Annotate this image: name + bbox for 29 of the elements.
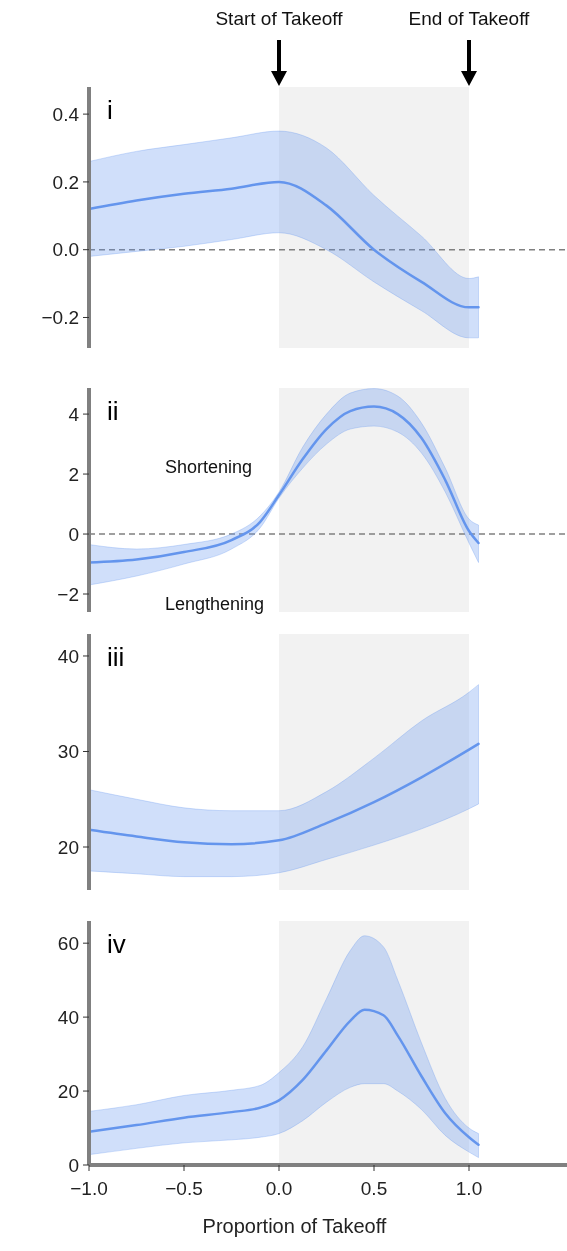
y-tick-label: 0 (68, 1154, 79, 1176)
annotation: iii (107, 642, 125, 672)
y-tick-label: 0.0 (52, 239, 79, 261)
annotation: iv (107, 929, 126, 959)
annotation: Lengthening (165, 594, 265, 614)
annotation: Shortening (165, 457, 253, 478)
y-tick-label: 20 (57, 836, 79, 858)
y-tick-label: 60 (57, 932, 79, 954)
y-tick-label: 4 (68, 403, 80, 425)
x-tick-label: 0.0 (265, 1178, 293, 1199)
y-tick-label: 40 (57, 1006, 79, 1028)
x-tick-label: −0.5 (165, 1178, 203, 1199)
y-tick-label: 2 (68, 463, 79, 485)
y-tick-label: 0.4 (52, 103, 80, 125)
annotation: i (107, 95, 113, 125)
y-tick-label: −2 (57, 583, 79, 605)
y-tick-label: 20 (57, 1080, 79, 1102)
text: Start of Takeoff (215, 8, 344, 29)
y-tick-label: 0 (68, 523, 79, 545)
x-tick-label: −1.0 (70, 1178, 108, 1199)
annotation: ii (107, 396, 119, 426)
y-tick-label: 40 (57, 645, 79, 667)
x-tick-label: 1.0 (455, 1178, 483, 1199)
text: End of Takeoff (408, 8, 531, 29)
y-tick-label: −0.2 (41, 307, 79, 329)
x-axis-title: Proportion of Takeoff (202, 1215, 387, 1237)
x-tick-label: 0.5 (360, 1178, 388, 1199)
y-tick-label: 0.2 (52, 171, 79, 193)
y-tick-label: 30 (57, 741, 79, 763)
